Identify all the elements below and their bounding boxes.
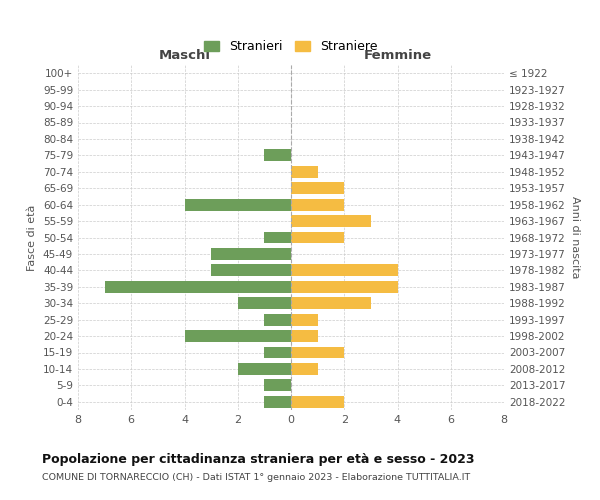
Bar — [291, 182, 344, 194]
Bar — [185, 198, 291, 210]
Bar — [265, 346, 291, 358]
Bar — [238, 298, 291, 309]
Bar — [291, 396, 344, 407]
Y-axis label: Fasce di età: Fasce di età — [28, 204, 37, 270]
Y-axis label: Anni di nascita: Anni di nascita — [569, 196, 580, 279]
Bar — [291, 330, 317, 342]
Bar — [291, 166, 317, 177]
Bar — [265, 396, 291, 407]
Text: Femmine: Femmine — [364, 48, 431, 62]
Bar — [291, 314, 317, 326]
Bar — [291, 264, 398, 276]
Bar — [291, 281, 398, 292]
Text: Maschi: Maschi — [158, 48, 211, 62]
Bar — [291, 232, 344, 243]
Bar — [265, 380, 291, 392]
Bar — [291, 363, 317, 375]
Bar — [291, 298, 371, 309]
Bar — [291, 346, 344, 358]
Bar — [238, 363, 291, 375]
Bar — [291, 215, 371, 227]
Text: Popolazione per cittadinanza straniera per età e sesso - 2023: Popolazione per cittadinanza straniera p… — [42, 452, 475, 466]
Bar — [185, 330, 291, 342]
Bar — [211, 264, 291, 276]
Legend: Stranieri, Straniere: Stranieri, Straniere — [200, 36, 382, 57]
Bar — [104, 281, 291, 292]
Bar — [265, 314, 291, 326]
Bar — [265, 150, 291, 162]
Text: COMUNE DI TORNARECCIO (CH) - Dati ISTAT 1° gennaio 2023 - Elaborazione TUTTITALI: COMUNE DI TORNARECCIO (CH) - Dati ISTAT … — [42, 472, 470, 482]
Bar — [291, 198, 344, 210]
Bar — [211, 248, 291, 260]
Bar — [265, 232, 291, 243]
